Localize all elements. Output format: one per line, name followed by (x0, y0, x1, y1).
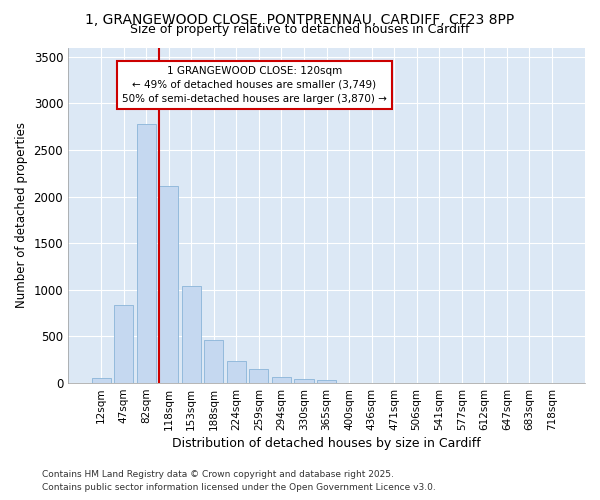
Bar (92, 378, 110, 383)
Y-axis label: Number of detached properties: Number of detached properties (15, 122, 28, 308)
Bar (227, 360, 246, 383)
Text: Contains HM Land Registry data © Crown copyright and database right 2025.
Contai: Contains HM Land Registry data © Crown c… (42, 470, 436, 492)
Bar (182, 286, 201, 383)
Bar (204, 340, 223, 383)
Text: 1 GRANGEWOOD CLOSE: 120sqm
← 49% of detached houses are smaller (3,749)
50% of s: 1 GRANGEWOOD CLOSE: 120sqm ← 49% of deta… (122, 66, 386, 104)
Bar (250, 368, 268, 383)
Text: Size of property relative to detached houses in Cardiff: Size of property relative to detached ho… (130, 22, 470, 36)
Bar (137, 124, 156, 383)
Bar (295, 379, 314, 383)
X-axis label: Distribution of detached houses by size in Cardiff: Distribution of detached houses by size … (172, 437, 481, 450)
Text: 1, GRANGEWOOD CLOSE, PONTPRENNAU, CARDIFF, CF23 8PP: 1, GRANGEWOOD CLOSE, PONTPRENNAU, CARDIF… (85, 12, 515, 26)
Bar (114, 305, 133, 383)
Bar (317, 380, 336, 383)
Bar (159, 186, 178, 383)
Bar (272, 377, 291, 383)
